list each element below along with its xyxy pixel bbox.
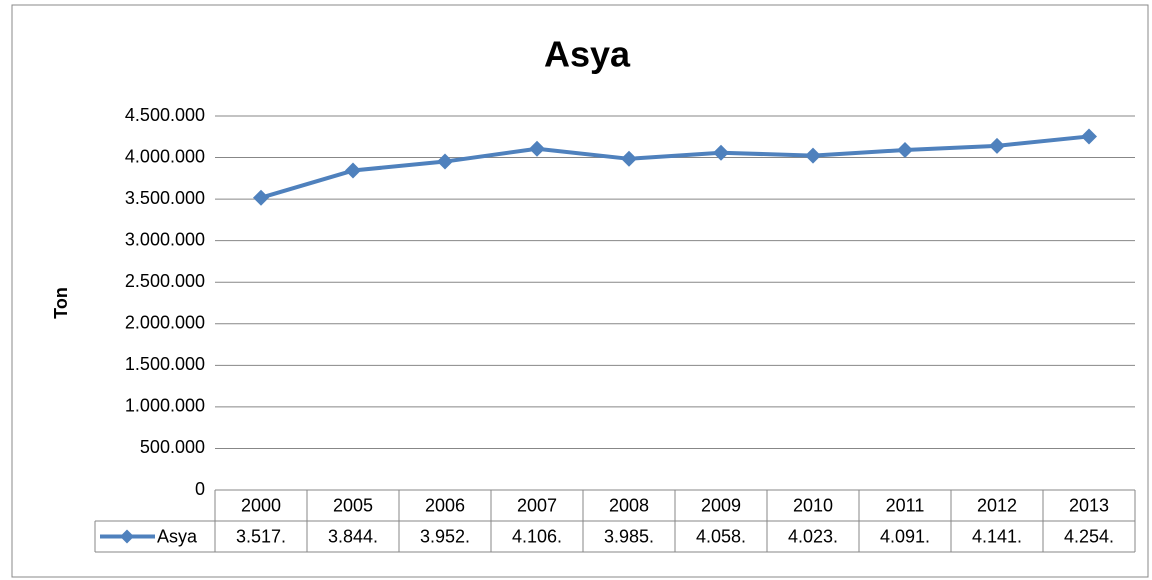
marker xyxy=(1081,128,1097,145)
table-value: 3.952. xyxy=(420,526,470,546)
x-tick-label: 2005 xyxy=(333,495,373,515)
marker xyxy=(253,189,269,206)
y-tick-label: 3.500.000 xyxy=(125,188,205,208)
y-tick-label: 2.500.000 xyxy=(125,271,205,291)
x-tick-label: 2009 xyxy=(701,495,741,515)
marker xyxy=(345,162,361,179)
table-value: 3.844. xyxy=(328,526,378,546)
y-tick-label: 1.000.000 xyxy=(125,396,205,416)
y-tick-label: 1.500.000 xyxy=(125,354,205,374)
y-tick-label: 4.500.000 xyxy=(125,105,205,125)
marker xyxy=(805,147,821,164)
marker xyxy=(989,137,1005,154)
table-value: 4.141. xyxy=(972,526,1022,546)
x-tick-label: 2011 xyxy=(886,495,925,515)
table-value: 4.023. xyxy=(788,526,838,546)
marker xyxy=(529,140,545,157)
series-line xyxy=(260,134,1090,200)
y-tick-label: 3.000.000 xyxy=(125,229,205,249)
marker xyxy=(437,153,453,170)
table-value: 3.517. xyxy=(236,526,286,546)
y-tick-label: 0 xyxy=(195,479,205,499)
chart-border xyxy=(11,4,1149,578)
table-value: 4.058. xyxy=(696,526,746,546)
table-value: 3.985. xyxy=(604,526,654,546)
x-tick-label: 2007 xyxy=(517,495,557,515)
x-tick-label: 2008 xyxy=(609,495,649,515)
table-value: 4.254. xyxy=(1064,526,1114,546)
marker xyxy=(713,144,729,161)
table-value: 4.091. xyxy=(880,526,930,546)
x-tick-label: 2013 xyxy=(1069,495,1109,515)
x-tick-label: 2010 xyxy=(793,495,833,515)
marker xyxy=(897,141,913,158)
marker xyxy=(621,150,637,167)
y-tick-label: 2.000.000 xyxy=(125,313,205,333)
chart-title: Asya xyxy=(544,34,631,75)
y-tick-label: 4.000.000 xyxy=(125,146,205,166)
legend-marker xyxy=(120,529,134,544)
x-tick-label: 2006 xyxy=(425,495,465,515)
x-tick-label: 2012 xyxy=(977,495,1017,515)
legend-label: Asya xyxy=(157,526,198,546)
table-value: 4.106. xyxy=(512,526,562,546)
y-axis-label: Ton xyxy=(51,287,71,319)
x-tick-label: 2000 xyxy=(241,495,281,515)
y-tick-label: 500.000 xyxy=(140,437,205,457)
